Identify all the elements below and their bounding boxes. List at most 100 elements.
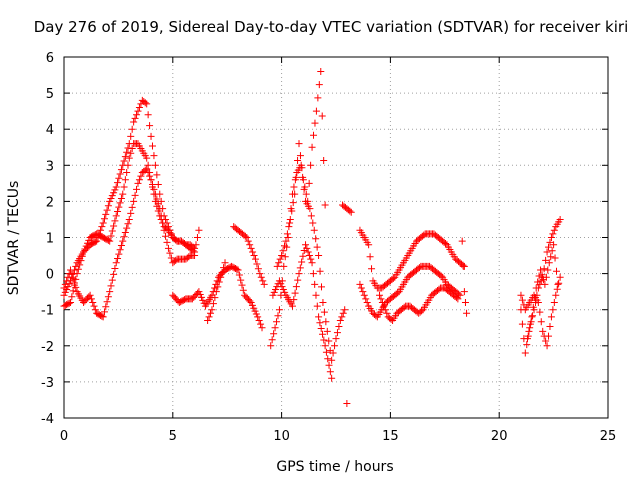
data-point [279,247,287,255]
y-tick-label: 1 [46,232,54,247]
data-point [250,252,258,260]
data-point [110,189,118,197]
series-track-a [60,96,203,299]
data-point [312,291,320,299]
data-point [207,309,215,317]
data-point [220,264,228,272]
data-point [267,342,275,350]
data-point [123,148,131,156]
data-point [115,203,123,211]
data-point [159,219,167,227]
series-track-b [60,140,199,310]
data-point [195,288,203,296]
data-point [68,270,76,278]
data-point [295,140,303,148]
data-point [455,290,463,298]
data-point [111,217,119,225]
data-point [123,224,131,232]
data-point [258,324,266,332]
data-point [211,284,219,292]
data-point [125,215,133,223]
data-point [518,296,526,304]
data-point [238,281,246,289]
data-point [251,255,259,263]
data-point [529,303,537,311]
data-point [316,319,324,327]
data-point [290,296,298,304]
data-point [294,276,302,284]
data-point [544,266,552,274]
data-point [110,270,118,278]
data-point [331,342,339,350]
data-point [314,94,322,102]
data-point [65,299,73,307]
data-point [205,313,213,321]
data-point [366,253,374,261]
y-tick-label: -3 [41,376,54,391]
data-point [307,255,315,263]
data-point [151,161,159,169]
data-point [233,265,241,273]
x-tick-label: 15 [382,429,399,444]
data-point [289,199,297,207]
data-point [328,356,336,364]
data-point [292,283,300,291]
data-point [60,284,68,292]
data-point [110,222,118,230]
data-point [128,125,136,133]
data-point [307,212,315,220]
data-point [147,132,155,140]
data-point [252,310,260,318]
data-point [60,291,68,299]
data-point [208,306,216,314]
data-point [120,183,128,191]
data-point [542,337,550,345]
data-point [150,185,158,193]
data-point [437,272,445,280]
data-point [547,253,555,261]
data-point [347,208,355,216]
data-point [260,280,268,288]
data-point [308,143,316,151]
data-point [144,161,152,169]
series-track-i [269,241,336,382]
data-point [363,298,371,306]
data-point [546,238,554,246]
data-point [119,237,127,245]
data-point [389,274,397,282]
data-point [372,312,380,320]
data-point [257,320,265,328]
data-point [134,107,142,115]
data-point [254,265,262,273]
data-point [117,166,125,174]
data-point [199,296,207,304]
data-point [305,179,313,187]
x-tick-label: 20 [491,429,508,444]
data-point [302,190,310,198]
series-track-f [230,223,268,288]
data-point [253,260,261,268]
data-point [143,154,151,162]
data-point [547,313,555,321]
data-point [198,293,206,301]
data-point [185,253,193,261]
data-point [540,265,548,273]
data-point [144,111,152,119]
data-point [328,374,336,382]
data-point [285,223,293,231]
data-point [368,265,376,273]
data-point [546,323,554,331]
data-point [147,176,155,184]
data-point [454,295,462,303]
data-point [326,368,334,376]
data-point [317,324,325,332]
data-point [554,280,562,288]
y-tick-labels: -4 -3 -2 -1 0 1 2 3 4 5 6 [41,51,54,427]
data-point [128,203,136,211]
data-point [131,114,139,122]
data-point [549,230,557,238]
data-point [442,240,450,248]
data-point [243,234,251,241]
data-point [286,219,294,227]
data-point [343,400,351,408]
